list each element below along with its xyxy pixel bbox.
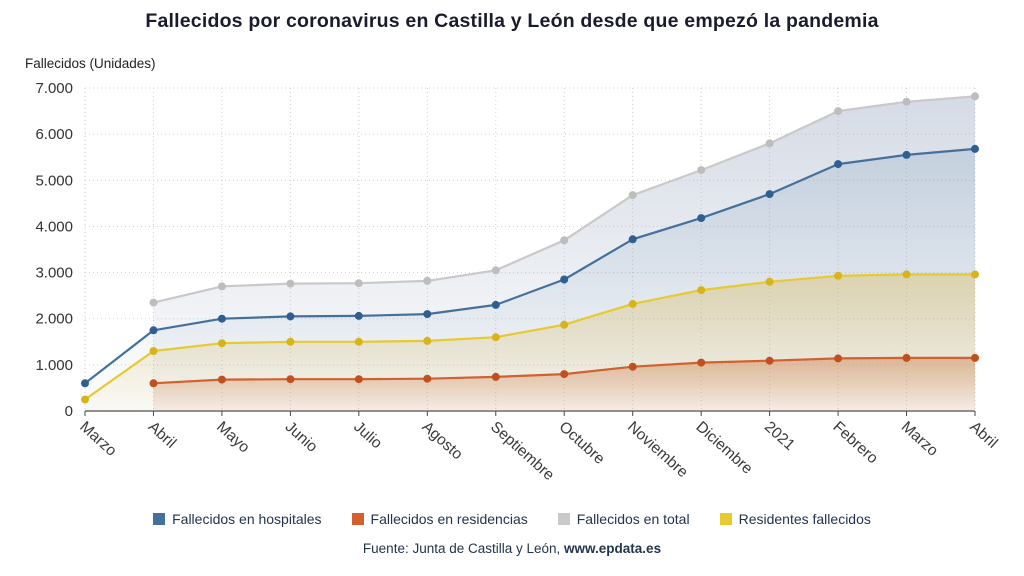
svg-text:Marzo: Marzo bbox=[76, 418, 119, 459]
legend-item-total[interactable]: Fallecidos en total bbox=[557, 511, 690, 527]
legend-item-residencias[interactable]: Fallecidos en residencias bbox=[351, 511, 528, 527]
svg-text:Julio: Julio bbox=[350, 418, 385, 452]
svg-text:0: 0 bbox=[65, 403, 73, 420]
legend-label-residentes: Residentes fallecidos bbox=[738, 511, 871, 527]
svg-text:Octubre: Octubre bbox=[556, 418, 608, 468]
svg-text:Agosto: Agosto bbox=[419, 418, 466, 463]
chart-source: Fuente: Junta de Castilla y León, www.ep… bbox=[0, 541, 1024, 556]
legend-item-hospitales[interactable]: Fallecidos en hospitales bbox=[153, 511, 322, 527]
svg-text:Noviembre: Noviembre bbox=[624, 418, 691, 481]
svg-text:Abril: Abril bbox=[145, 418, 179, 451]
svg-text:7.000: 7.000 bbox=[35, 80, 73, 97]
svg-text:Junio: Junio bbox=[282, 418, 321, 455]
chart-legend: Fallecidos en hospitales Fallecidos en r… bbox=[0, 511, 1024, 527]
svg-text:Marzo: Marzo bbox=[898, 418, 941, 459]
svg-text:2.000: 2.000 bbox=[35, 311, 73, 328]
source-text: Fuente: Junta de Castilla y León, bbox=[362, 541, 565, 556]
legend-swatch-residentes-icon bbox=[719, 513, 732, 525]
page-title: Fallecidos por coronavirus en Castilla y… bbox=[145, 10, 879, 32]
svg-text:Abril: Abril bbox=[966, 418, 1000, 451]
legend-label-total: Fallecidos en total bbox=[576, 511, 690, 527]
svg-text:3.000: 3.000 bbox=[35, 265, 73, 282]
svg-text:5.000: 5.000 bbox=[35, 172, 73, 189]
svg-text:1.000: 1.000 bbox=[35, 357, 73, 374]
svg-text:Septiembre: Septiembre bbox=[487, 418, 557, 484]
svg-text:6.000: 6.000 bbox=[35, 126, 73, 143]
y-axis-title: Fallecidos (Unidades) bbox=[25, 56, 156, 71]
epdata-link[interactable]: www.epdata.es bbox=[564, 541, 662, 556]
svg-text:Diciembre: Diciembre bbox=[692, 418, 755, 477]
svg-text:Mayo: Mayo bbox=[213, 418, 253, 456]
legend-label-hospitales: Fallecidos en hospitales bbox=[172, 511, 322, 527]
svg-text:4.000: 4.000 bbox=[35, 218, 73, 235]
legend-label-residencias: Fallecidos en residencias bbox=[370, 511, 528, 527]
legend-swatch-total-icon bbox=[557, 513, 570, 525]
legend-swatch-hospitales-icon bbox=[153, 513, 166, 525]
svg-text:Febrero: Febrero bbox=[829, 418, 881, 467]
svg-text:2021: 2021 bbox=[761, 418, 798, 454]
legend-swatch-residencias-icon bbox=[351, 513, 364, 525]
legend-item-residentes[interactable]: Residentes fallecidos bbox=[719, 511, 871, 527]
